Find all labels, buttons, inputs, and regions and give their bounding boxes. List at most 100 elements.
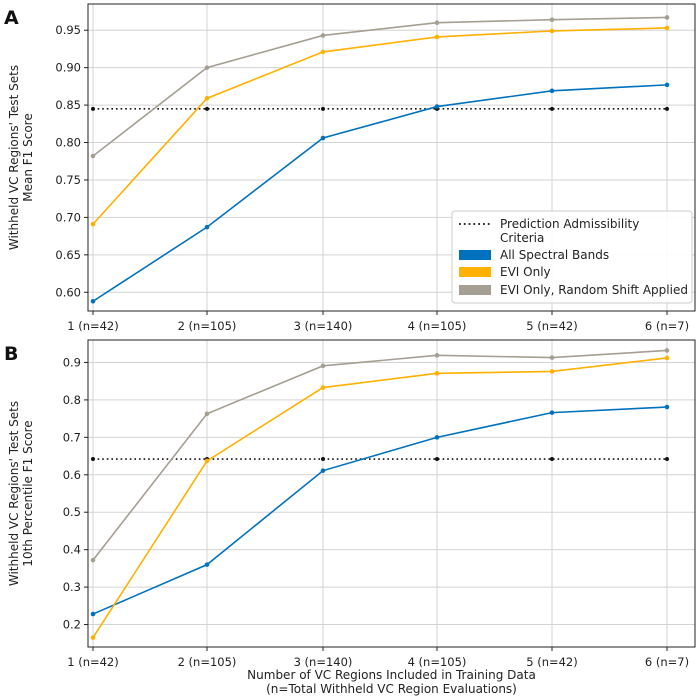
y-tick-label: 0.3	[63, 580, 81, 594]
y-tick-label: 0.75	[55, 173, 81, 187]
data-point-evi-only	[664, 355, 670, 361]
data-point-all-spectral-bands	[549, 410, 555, 415]
threshold-point	[665, 457, 669, 462]
legend-label: EVI Only	[500, 265, 551, 279]
data-point-all-spectral-bands	[664, 82, 670, 88]
legend-label: Criteria	[500, 231, 544, 245]
data-point-evi-only	[320, 385, 326, 390]
x-tick-label: 3 (n=140)	[294, 319, 353, 333]
data-point-evi-random-shift	[204, 65, 210, 70]
legend-label: Prediction Admissibility	[500, 217, 639, 231]
y-axis-label-line: Withheld VC Regions' Test Sets	[7, 401, 21, 586]
data-point-all-spectral-bands	[434, 435, 440, 440]
x-tick-label: 6 (n=7)	[645, 319, 689, 333]
grid	[88, 340, 695, 647]
data-point-all-spectral-bands	[90, 611, 96, 617]
data-point-all-spectral-bands	[204, 562, 210, 567]
axes-frame	[87, 339, 696, 648]
series-all-spectral-bands	[90, 82, 670, 304]
data-point-evi-random-shift	[90, 153, 96, 159]
panel-b: 0.2 0.3 0.4 0.5 0.6 0.7 0.8 0.9 1 (n=42) 2 (n=105…	[4, 339, 696, 696]
y-tick-label: 0.5	[63, 505, 81, 519]
y-tick-label: 0.6	[63, 468, 81, 482]
legend-label: EVI Only, Random Shift Applied	[500, 283, 688, 297]
legend-swatch-all-spectral-bands	[459, 250, 491, 260]
series-line-evi-only	[92, 357, 668, 639]
data-point-evi-random-shift	[320, 33, 326, 38]
y-tick-label: 0.2	[63, 618, 81, 632]
y-tick-label: 0.9	[63, 355, 81, 369]
data-point-evi-random-shift	[434, 20, 440, 26]
series-line-all-spectral-bands	[92, 84, 668, 302]
data-point-all-spectral-bands	[320, 468, 326, 473]
data-point-all-spectral-bands	[434, 104, 440, 109]
data-point-all-spectral-bands	[320, 135, 326, 141]
x-tick-label: 5 (n=42)	[526, 319, 578, 333]
panel-label: B	[4, 343, 18, 365]
data-point-evi-random-shift	[664, 15, 670, 20]
data-point-all-spectral-bands	[204, 224, 210, 230]
series-evi-only	[90, 25, 670, 227]
y-axis-label: Withheld VC Regions' Test Sets 10th Perce…	[7, 401, 35, 586]
data-point-evi-random-shift	[549, 17, 555, 23]
data-point-evi-only	[549, 28, 555, 34]
y-axis-label-line: 10th Percentile F1 Score	[21, 420, 35, 566]
series-line-all-spectral-bands	[92, 406, 668, 615]
data-point-evi-only	[320, 49, 326, 55]
legend-swatch-evi-only	[459, 267, 491, 277]
series-line-evi-random-shift	[92, 349, 668, 561]
x-tick-label: 2 (n=105)	[178, 319, 237, 333]
x-tick-label: 2 (n=105)	[178, 655, 237, 669]
threshold-point	[91, 457, 95, 462]
data-point-evi-random-shift	[320, 363, 326, 369]
x-axis-label: (n=Total Withheld VC Region Evaluations)	[266, 682, 517, 696]
data-point-evi-only	[204, 96, 210, 101]
series-evi-only	[90, 355, 670, 640]
y-axis-label-line: Withheld VC Regions' Test Sets	[7, 65, 21, 250]
y-tick-label: 0.95	[55, 23, 81, 37]
data-point-evi-random-shift	[90, 557, 96, 563]
data-point-evi-only	[664, 25, 670, 31]
data-point-evi-only	[434, 371, 440, 376]
data-point-evi-random-shift	[204, 411, 210, 417]
y-tick-label: 0.65	[55, 248, 81, 262]
x-tick-label: 3 (n=140)	[294, 655, 353, 669]
threshold-point	[550, 106, 554, 111]
x-tick-label: 6 (n=7)	[645, 655, 689, 669]
data-point-all-spectral-bands	[549, 88, 555, 94]
legend-box	[451, 210, 693, 304]
y-tick-label: 0.4	[63, 543, 81, 557]
threshold-point	[550, 457, 554, 462]
x-tick-label: 5 (n=42)	[526, 655, 578, 669]
data-point-evi-only	[90, 635, 96, 640]
legend-label: All Spectral Bands	[500, 248, 609, 262]
data-point-evi-only	[549, 369, 555, 374]
x-tick-label: 4 (n=105)	[408, 319, 467, 333]
y-tick-label: 0.85	[55, 98, 81, 112]
x-tick-label: 1 (n=42)	[67, 319, 119, 333]
y-tick-label: 0.80	[55, 136, 81, 150]
data-point-evi-random-shift	[434, 353, 440, 358]
series-line-evi-random-shift	[92, 16, 668, 157]
legend-swatch-evi-random-shift	[459, 285, 491, 295]
threshold-point	[321, 457, 325, 462]
x-tick-label: 1 (n=42)	[67, 655, 119, 669]
data-point-all-spectral-bands	[664, 404, 670, 410]
data-point-evi-random-shift	[549, 355, 555, 360]
y-tick-label: 0.60	[55, 285, 81, 299]
panel-label: A	[4, 7, 19, 29]
data-point-evi-only	[434, 34, 440, 40]
data-point-all-spectral-bands	[90, 298, 96, 304]
y-axis-label-line: Mean F1 Score	[21, 113, 35, 201]
series-evi-random-shift	[90, 348, 670, 563]
axes-frame	[87, 3, 696, 312]
threshold-point	[321, 106, 325, 111]
y-tick-label: 0.8	[63, 393, 81, 407]
y-tick-label: 0.90	[55, 61, 81, 75]
data-point-evi-only	[204, 458, 210, 464]
x-tick-label: 4 (n=105)	[408, 655, 467, 669]
y-tick-label: 0.70	[55, 210, 81, 224]
threshold-point	[205, 106, 209, 111]
series-all-spectral-bands	[90, 404, 670, 617]
